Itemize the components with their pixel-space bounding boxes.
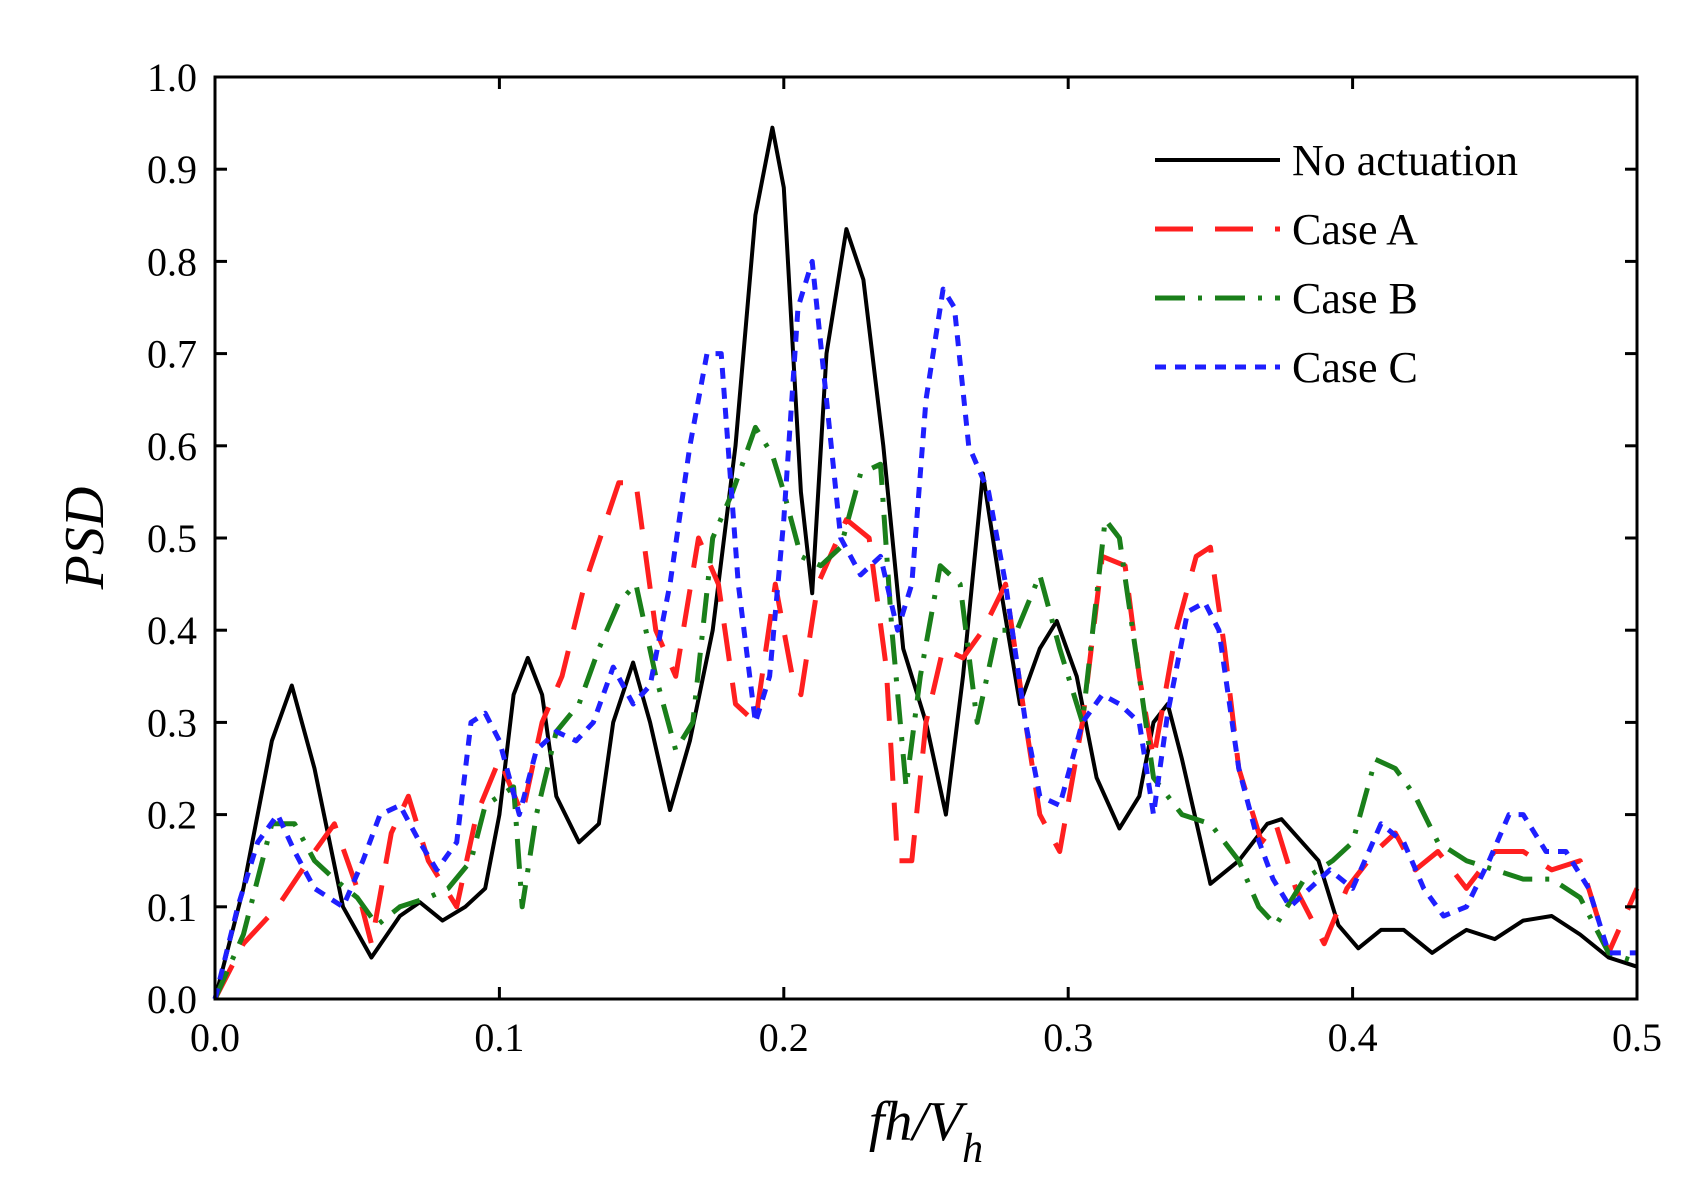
y-tick-label: 0.9 (147, 147, 197, 192)
x-tick-label: 0.3 (1043, 1015, 1093, 1060)
y-tick-label: 0.6 (147, 424, 197, 469)
x-tick-label: 0.5 (1612, 1015, 1662, 1060)
y-tick-label: 0.8 (147, 239, 197, 284)
legend-label: Case B (1292, 274, 1418, 323)
legend-label: Case C (1292, 343, 1418, 392)
series-layer (212, 125, 1640, 1001)
series-line-case-b (212, 424, 1638, 1001)
y-tick-label: 0.2 (147, 793, 197, 838)
legend-label: Case A (1292, 205, 1418, 254)
y-tick-label: 0.4 (147, 608, 197, 653)
x-tick-label: 0.4 (1328, 1015, 1378, 1060)
series-line-case-a (212, 480, 1640, 1001)
ticks-layer: 0.0 0.1 0.2 0.3 0.4 0.5 0.0 0.1 0.2 0.3 0.4 0.5 0.6 0… (147, 55, 1662, 1060)
series-line-no-actuation (213, 125, 1638, 1000)
y-tick-label: 0.7 (147, 332, 197, 377)
y-tick-label: 0.5 (147, 516, 197, 561)
y-axis-title: PSD (54, 487, 116, 591)
y-tick-label: 0.3 (147, 700, 197, 745)
x-axis-title: fh/Vh (869, 1091, 983, 1172)
y-tick-label: 1.0 (147, 55, 197, 100)
x-tick-label: 0.2 (759, 1015, 809, 1060)
x-tick-label: 0.1 (474, 1015, 524, 1060)
legend: No actuation Case A Case B Case C (1155, 136, 1518, 392)
x-axis-title-subscript: h (962, 1126, 983, 1172)
y-tick-label: 0.0 (147, 977, 197, 1022)
legend-label: No actuation (1292, 136, 1518, 185)
y-tick-label: 0.1 (147, 885, 197, 930)
x-axis-title-main: fh/V (869, 1091, 968, 1153)
series-line-case-c (212, 258, 1637, 1000)
x-tick-label: 0.0 (190, 1015, 240, 1060)
